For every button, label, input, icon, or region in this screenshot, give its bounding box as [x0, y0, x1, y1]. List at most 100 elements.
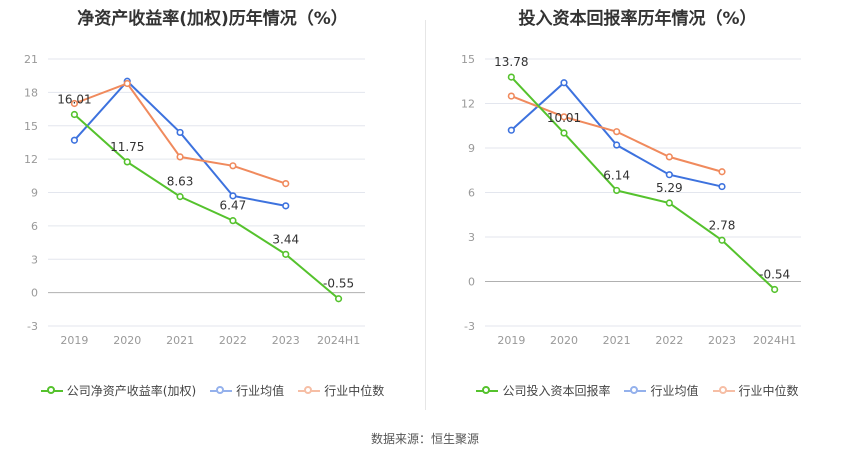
data-label: 2.78 [709, 218, 736, 232]
data-point-company [665, 199, 673, 207]
data-point-average [718, 182, 726, 191]
legend-label: 行业中位数 [324, 384, 385, 398]
x-tick-label: 2022 [655, 334, 683, 347]
data-label: 10.01 [547, 111, 581, 125]
data-point-median [507, 92, 515, 100]
data-label: 16.01 [57, 93, 91, 107]
x-tick-label: 2023 [708, 334, 736, 347]
y-tick-label: 3 [31, 253, 38, 266]
legend-item-median[interactable]: 行业中位数 [298, 382, 384, 399]
data-point-median [613, 128, 621, 136]
data-point-average [613, 141, 621, 149]
legend-swatch-median [298, 385, 321, 397]
x-tick-label: 2020 [550, 334, 578, 347]
y-tick-label: 15 [461, 53, 475, 66]
legend-item-company[interactable]: 公司净资产收益率(加权) [40, 382, 197, 399]
data-point-median [282, 180, 290, 188]
legend-swatch-company [40, 385, 63, 397]
legend-item-average[interactable]: 行业均值 [210, 382, 284, 399]
data-point-company [718, 236, 726, 244]
data-label: -0.55 [323, 277, 354, 291]
data-point-median [560, 113, 568, 121]
chart-legend: 公司净资产收益率(加权) 行业均值 行业中位数 [0, 382, 425, 399]
x-tick-label: 2019 [60, 334, 88, 347]
x-tick-label: 2024H1 [753, 334, 796, 347]
data-point-company [560, 129, 568, 137]
data-point-average [665, 171, 673, 179]
y-tick-label: 9 [468, 142, 475, 155]
legend-label: 行业均值 [236, 384, 285, 398]
legend-label: 公司投入资本回报率 [502, 384, 611, 398]
data-point-company [123, 158, 131, 166]
roic-chart-panel: 投入资本回报率历年情况（%） 15 12 9 6 3 0 -3 2019 2020 2021 202… [425, 0, 850, 420]
legend-swatch-average [624, 385, 647, 397]
y-tick-label: 12 [461, 98, 475, 111]
y-tick-label: 21 [24, 53, 38, 66]
data-point-average [70, 136, 79, 144]
data-point-company [70, 110, 79, 119]
legend-swatch-median [712, 385, 735, 397]
data-point-average [560, 79, 568, 87]
roe-chart-plot: 21 18 15 12 9 6 3 0 -3 2019 2020 2021 2022 2023 2024H1… [24, 53, 365, 347]
y-tick-label: 18 [24, 86, 38, 99]
y-tick-label: 3 [468, 231, 475, 244]
x-tick-label: 2021 [603, 334, 631, 347]
data-source: 数据来源：恒生聚源 [370, 432, 479, 446]
roic-chart-plot: 15 12 9 6 3 0 -3 2019 2020 2021 2022 2023 2024H1 13.7… [461, 53, 801, 347]
data-label: 13.78 [494, 55, 528, 69]
data-point-median [229, 162, 237, 170]
data-label: 5.29 [656, 181, 683, 195]
legend-label: 行业中位数 [738, 384, 799, 398]
data-point-average [282, 202, 290, 210]
y-tick-label: 0 [31, 287, 38, 300]
data-point-median [718, 168, 726, 176]
y-tick-label: 6 [468, 187, 475, 200]
legend-label: 行业均值 [650, 384, 699, 398]
data-label: 11.75 [110, 140, 144, 154]
roe-chart-panel: 净资产收益率(加权)历年情况（%） 21 18 15 12 9 6 3 0 -3 2019 2020… [0, 0, 425, 420]
data-label: 6.47 [220, 199, 247, 213]
x-tick-label: 2019 [497, 334, 525, 347]
legend-item-average[interactable]: 行业均值 [624, 382, 699, 399]
legend-label: 公司净资产收益率(加权) [66, 384, 197, 398]
legend-item-median[interactable]: 行业中位数 [712, 382, 799, 399]
panel-divider [425, 20, 426, 410]
legend-swatch-average [210, 385, 233, 397]
data-point-median [665, 153, 673, 161]
legend-swatch-company [476, 385, 499, 397]
legend-item-company[interactable]: 公司投入资本回报率 [476, 382, 610, 399]
data-point-company [334, 295, 343, 303]
data-point-median [176, 153, 184, 161]
data-label: 3.44 [272, 232, 299, 246]
data-point-company [176, 193, 184, 201]
y-tick-label: 6 [31, 220, 38, 233]
data-point-median [70, 99, 79, 108]
data-point-average [176, 128, 184, 137]
series-line-company [73, 113, 340, 300]
data-point-average [229, 192, 237, 200]
data-point-company [507, 73, 515, 81]
x-tick-label: 2020 [113, 334, 141, 347]
data-label: -0.54 [759, 268, 790, 282]
x-tick-label: 2022 [219, 334, 247, 347]
chart-title: 净资产收益率(加权)历年情况（%） [77, 9, 348, 29]
series-line-company [510, 76, 776, 291]
x-tick-label: 2024H1 [317, 334, 360, 347]
data-point-company [282, 250, 290, 258]
y-tick-label: 0 [468, 276, 475, 289]
y-tick-label: -3 [27, 320, 38, 333]
data-point-company [229, 217, 237, 225]
y-tick-label: 12 [24, 153, 38, 166]
y-tick-label: 15 [24, 120, 38, 133]
chart-legend: 公司投入资本回报率 行业均值 行业中位数 [425, 382, 850, 399]
y-tick-label: -3 [464, 320, 475, 333]
x-tick-label: 2021 [166, 334, 194, 347]
data-label: 8.63 [167, 175, 194, 189]
data-point-company [613, 186, 621, 195]
data-label: 6.14 [603, 168, 630, 182]
y-tick-label: 9 [31, 187, 38, 200]
x-tick-label: 2023 [272, 334, 300, 347]
data-point-median [123, 79, 131, 88]
data-point-company [771, 285, 779, 294]
data-point-average [507, 126, 515, 134]
